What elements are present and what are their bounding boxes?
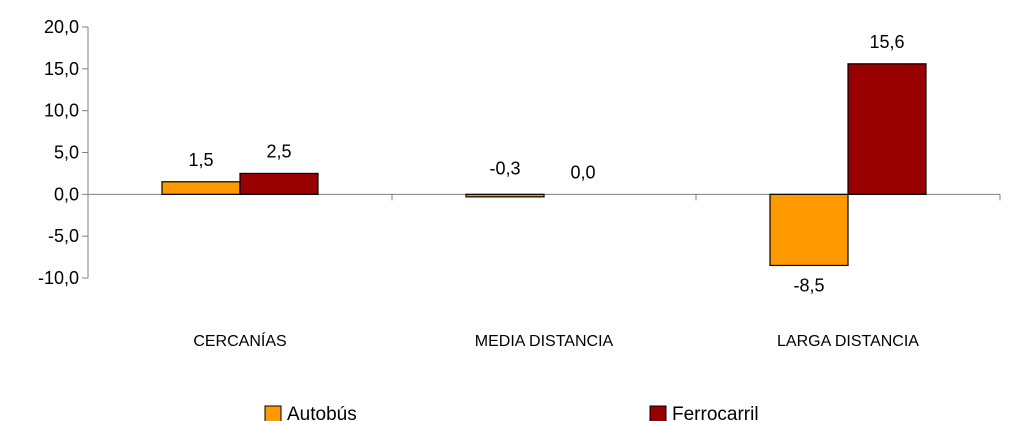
y-tick-label: 10,0 xyxy=(44,101,79,121)
bar-autobs-1 xyxy=(465,193,545,198)
data-label: 0,0 xyxy=(570,162,595,182)
y-tick-label: 5,0 xyxy=(54,143,79,163)
legend-swatch xyxy=(264,405,282,421)
y-tick-label: 20,0 xyxy=(44,17,79,37)
category-label: CERCANÍAS xyxy=(193,331,286,350)
bar-ferrocarril-0 xyxy=(239,172,319,195)
chart-legend: Autobús Ferrocarril xyxy=(264,404,759,421)
y-tick-label: 0,0 xyxy=(54,184,79,204)
y-tick-label: -10,0 xyxy=(38,268,79,288)
legend-swatch xyxy=(649,405,667,421)
legend-label: Autobús xyxy=(287,404,357,421)
chart-bars xyxy=(161,63,927,267)
data-label: 1,5 xyxy=(188,150,213,170)
category-label: MEDIA DISTANCIA xyxy=(475,333,614,350)
category-label: LARGA DISTANCIA xyxy=(777,333,919,350)
data-label: -0,3 xyxy=(489,158,520,178)
chart-labels: 1,5 -0,3 -8,5 2,5 0,0 15,6 CERCANÍAS MEDIA DIST… xyxy=(188,32,919,350)
legend-label: Ferrocarril xyxy=(672,404,759,421)
bar-autobs-0 xyxy=(161,181,241,195)
y-tick-label: 15,0 xyxy=(44,59,79,79)
bar-ferrocarril-2 xyxy=(847,63,927,195)
bar-autobs-2 xyxy=(769,193,849,267)
data-label: -8,5 xyxy=(793,275,824,295)
data-label: 2,5 xyxy=(266,141,291,161)
y-tick-label: -5,0 xyxy=(48,226,79,246)
data-label: 15,6 xyxy=(869,32,904,52)
